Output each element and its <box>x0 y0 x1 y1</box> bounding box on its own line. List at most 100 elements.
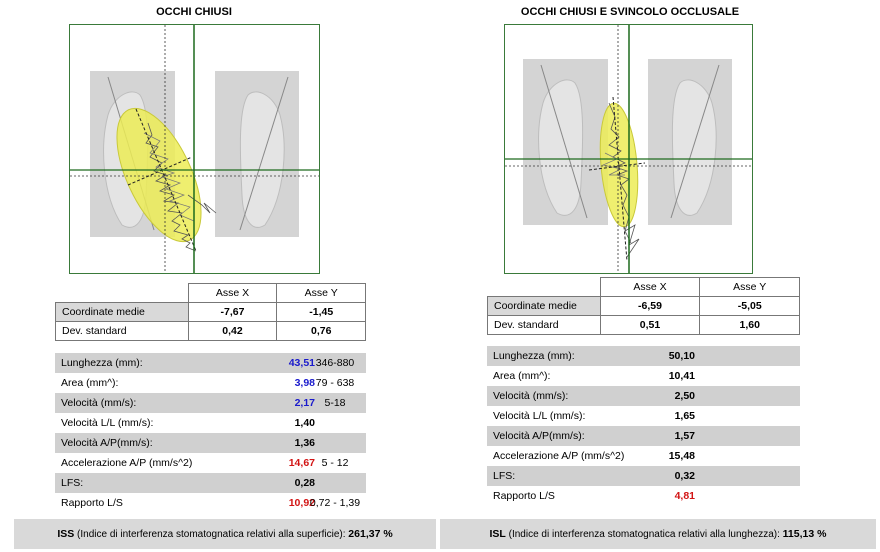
stat-label: Velocità A/P(mm/s): <box>61 437 153 449</box>
stat-value: 0,32 <box>674 470 695 482</box>
right-foot-silhouette <box>671 79 717 216</box>
right-panel-title: OCCHI CHIUSI E SVINCOLO OCCLUSALE <box>520 6 740 18</box>
stat-label: Rapporto L/S <box>493 490 555 502</box>
sway-trace-secondary <box>143 132 195 222</box>
left-stabilogram-plot <box>70 25 319 273</box>
stat-row: Rapporto L/S 4,81 <box>487 486 800 506</box>
value-x: -7,67 <box>187 302 278 322</box>
row-label: Dev. standard <box>55 321 189 341</box>
stat-row: Area (mm^): 10,41 <box>487 366 800 386</box>
left-axes-table: Asse X Asse Y Coordinate medie -7,67 -1,… <box>55 283 366 341</box>
footer-code: ISL <box>489 528 506 540</box>
stat-label: LFS: <box>493 470 516 482</box>
stat-label: Velocità (mm/s): <box>493 390 569 402</box>
stat-row: Velocità (mm/s): 2,17 5-18 <box>55 393 366 413</box>
sway-trace-tail <box>624 224 640 258</box>
right-footer-isl: ISL (Indice di interferenza stomatognati… <box>440 519 876 549</box>
col-asse-x: Asse X <box>599 277 701 297</box>
stat-value: 1,40 <box>294 417 315 429</box>
stat-value: 2,50 <box>674 390 695 402</box>
stat-value: 50,10 <box>668 350 695 362</box>
stat-label: Area (mm^): <box>61 377 119 389</box>
left-stats-list: Lunghezza (mm): 43,51 346-880 Area (mm^)… <box>55 353 366 513</box>
row-label: Dev. standard <box>487 315 601 335</box>
stat-label: Lunghezza (mm): <box>493 350 575 362</box>
stat-row: Velocità A/P(mm/s): 1,36 <box>55 433 366 453</box>
col-asse-y: Asse Y <box>276 283 366 303</box>
stat-value: 15,48 <box>668 450 695 462</box>
stat-label: Lunghezza (mm): <box>61 357 143 369</box>
stat-value: 4,81 <box>674 490 695 502</box>
right-stabilogram-plot <box>505 25 752 273</box>
stat-row: Velocità A/P(mm/s): 1,57 <box>487 426 800 446</box>
left-panel-title: OCCHI CHIUSI <box>156 6 232 18</box>
row-label: Coordinate medie <box>487 296 601 316</box>
stat-row: Rapporto L/S 10,92 0,72 - 1,39 <box>55 493 366 513</box>
sway-trace-tail <box>187 194 217 214</box>
stat-reference: 346-880 <box>315 357 355 369</box>
ellipse-minor-axis <box>127 156 193 186</box>
stat-label: LFS: <box>61 477 84 489</box>
footer-code: ISS <box>57 528 75 540</box>
footer-text: (Indice di interferenza stomatognatica r… <box>74 529 349 540</box>
stat-value: 1,65 <box>674 410 695 422</box>
stat-value: 1,36 <box>294 437 315 449</box>
right-stabilogram <box>504 24 753 274</box>
stat-row: Lunghezza (mm): 43,51 346-880 <box>55 353 366 373</box>
footer-value: 261,37 % <box>348 528 393 540</box>
sway-trace-secondary <box>601 152 625 176</box>
ellipse-minor-axis <box>588 162 646 171</box>
value-x: -6,59 <box>599 296 701 316</box>
footer-text: (Indice di interferenza stomatognatica r… <box>505 529 783 540</box>
col-asse-y: Asse Y <box>699 277 800 297</box>
stat-row: Area (mm^): 3,98 79 - 638 <box>55 373 366 393</box>
stat-value: 43,51 <box>288 357 315 369</box>
stat-value: 10,92 <box>288 497 315 509</box>
stat-row: LFS: 0,32 <box>487 466 800 486</box>
stat-label: Area (mm^): <box>493 370 551 382</box>
stat-row: Lunghezza (mm): 50,10 <box>487 346 800 366</box>
stat-row: Accelerazione A/P (mm/s^2) 15,48 <box>487 446 800 466</box>
stat-row: Accelerazione A/P (mm/s^2) 14,67 5 - 12 <box>55 453 366 473</box>
value-y: 0,76 <box>276 321 366 341</box>
stat-row: Velocità L/L (mm/s): 1,40 <box>55 413 366 433</box>
footer-value: 115,13 % <box>782 528 827 540</box>
stat-label: Rapporto L/S <box>61 497 123 509</box>
value-y: -1,45 <box>276 302 366 322</box>
row-label: Coordinate medie <box>55 302 189 322</box>
col-asse-x: Asse X <box>187 283 278 303</box>
stat-label: Velocità L/L (mm/s): <box>61 417 154 429</box>
stat-reference: 79 - 638 <box>315 377 355 389</box>
sway-trace <box>145 122 197 252</box>
stat-row: LFS: 0,28 <box>55 473 366 493</box>
stat-value: 1,57 <box>674 430 695 442</box>
value-x: 0,42 <box>187 321 278 341</box>
right-axes-table: Asse X Asse Y Coordinate medie -6,59 -5,… <box>487 277 800 335</box>
value-y: -5,05 <box>699 296 800 316</box>
ellipse-major-axis <box>612 96 628 262</box>
stat-value: 3,98 <box>294 377 315 389</box>
stat-value: 0,28 <box>294 477 315 489</box>
stat-row: Velocità (mm/s): 2,50 <box>487 386 800 406</box>
confidence-ellipse <box>116 107 202 243</box>
ellipse-major-axis <box>135 108 197 252</box>
right-stats-list: Lunghezza (mm): 50,10 Area (mm^): 10,41 … <box>487 346 800 506</box>
stat-value: 2,17 <box>294 397 315 409</box>
stat-label: Velocità (mm/s): <box>61 397 137 409</box>
stat-value: 10,41 <box>668 370 695 382</box>
stat-label: Velocità A/P(mm/s): <box>493 430 585 442</box>
left-stabilogram <box>69 24 320 274</box>
right-foot-axis <box>239 76 289 231</box>
stat-label: Accelerazione A/P (mm/s^2) <box>61 457 193 469</box>
stat-row: Velocità L/L (mm/s): 1,65 <box>487 406 800 426</box>
value-x: 0,51 <box>599 315 701 335</box>
stat-label: Velocità L/L (mm/s): <box>493 410 586 422</box>
value-y: 1,60 <box>699 315 800 335</box>
stat-reference: 0,72 - 1,39 <box>309 497 361 509</box>
stat-label: Accelerazione A/P (mm/s^2) <box>493 450 625 462</box>
left-foot-axis <box>540 64 588 219</box>
stat-reference: 5 - 12 <box>321 457 349 469</box>
stat-reference: 5-18 <box>324 397 346 409</box>
stat-value: 14,67 <box>288 457 315 469</box>
left-footer-iss: ISS (Indice di interferenza stomatognati… <box>14 519 436 549</box>
